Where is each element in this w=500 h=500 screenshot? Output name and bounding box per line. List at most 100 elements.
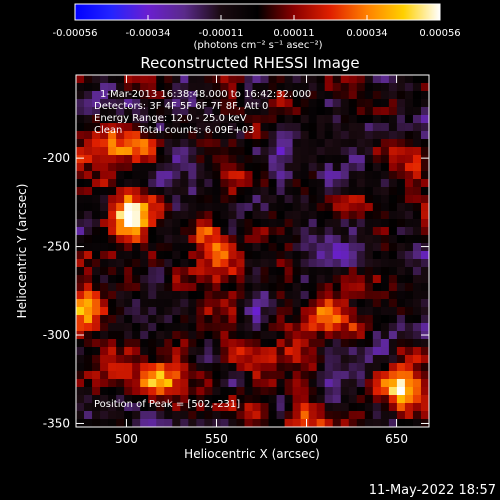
- heatmap-cell: [300, 315, 310, 324]
- heatmap-cell: [84, 139, 93, 148]
- heatmap-cell: [156, 275, 165, 284]
- heatmap-cell: [332, 371, 342, 380]
- heatmap-cell: [420, 323, 429, 332]
- heatmap-cell: [284, 163, 294, 172]
- heatmap-cell: [84, 331, 93, 340]
- heatmap-cell: [204, 155, 213, 164]
- heatmap-cell: [172, 227, 181, 236]
- heatmap-cell: [332, 227, 342, 236]
- heatmap-cell: [388, 363, 398, 372]
- heatmap-cell: [284, 347, 294, 356]
- heatmap-cell: [276, 139, 286, 148]
- heatmap-cell: [84, 243, 93, 252]
- heatmap-cell: [340, 275, 350, 284]
- heatmap-cell: [412, 91, 422, 100]
- heatmap-cell: [396, 115, 406, 124]
- heatmap-cell: [300, 243, 310, 252]
- heatmap-cell: [204, 411, 213, 420]
- heatmap-cell: [196, 147, 205, 156]
- heatmap-cell: [164, 219, 173, 228]
- heatmap-cell: [212, 171, 222, 180]
- heatmap-cell: [316, 259, 326, 268]
- heatmap-cell: [412, 163, 422, 172]
- heatmap-cell: [340, 387, 350, 396]
- heatmap-cell: [92, 75, 101, 84]
- heatmap-cell: [316, 163, 326, 172]
- heatmap-cell: [348, 363, 358, 372]
- heatmap-cell: [84, 259, 93, 268]
- heatmap-cell: [276, 243, 286, 252]
- heatmap-cell: [204, 139, 213, 148]
- heatmap-cell: [116, 179, 125, 188]
- heatmap-cell: [220, 243, 230, 252]
- heatmap-cell: [404, 275, 414, 284]
- heatmap-cell: [148, 275, 157, 284]
- heatmap-cell: [172, 411, 181, 420]
- heatmap-cell: [292, 395, 302, 404]
- heatmap-cell: [140, 203, 149, 212]
- heatmap-cell: [356, 411, 366, 420]
- heatmap-cell: [252, 251, 262, 260]
- heatmap-cell: [164, 171, 173, 180]
- heatmap-cell: [364, 363, 374, 372]
- heatmap-cell: [212, 355, 222, 364]
- annotation-detectors: Detectors: 3F 4F 5F 6F 7F 8F, Att 0: [94, 101, 268, 112]
- heatmap-cell: [380, 363, 390, 372]
- heatmap-cell: [148, 139, 157, 148]
- heatmap-cell: [116, 155, 125, 164]
- heatmap-cell: [140, 379, 149, 388]
- heatmap-cell: [364, 419, 374, 427]
- heatmap-cell: [228, 355, 238, 364]
- heatmap-cell: [180, 355, 189, 364]
- heatmap-cell: [252, 155, 262, 164]
- heatmap-cell: [332, 307, 342, 316]
- heatmap-cell: [324, 323, 334, 332]
- heatmap-cell: [356, 139, 366, 148]
- heatmap-cell: [180, 235, 189, 244]
- heatmap-cell: [108, 83, 117, 92]
- heatmap-cell: [316, 315, 326, 324]
- heatmap-cell: [180, 195, 189, 204]
- heatmap-cell: [284, 147, 294, 156]
- heatmap-cell: [204, 363, 213, 372]
- heatmap-cell: [148, 227, 157, 236]
- heatmap-cell: [140, 275, 149, 284]
- heatmap-cell: [268, 283, 278, 292]
- heatmap-cell: [220, 283, 230, 292]
- heatmap-cell: [212, 267, 222, 276]
- heatmap-cell: [108, 203, 117, 212]
- heatmap-cell: [364, 251, 374, 260]
- heatmap-cell: [412, 147, 422, 156]
- heatmap-cell: [396, 299, 406, 308]
- heatmap-cell: [420, 219, 429, 228]
- heatmap-cell: [380, 195, 390, 204]
- heatmap-cell: [284, 75, 294, 84]
- heatmap-cell: [148, 411, 157, 420]
- heatmap-cell: [348, 219, 358, 228]
- heatmap-cell: [188, 283, 197, 292]
- heatmap-cell: [300, 363, 310, 372]
- heatmap-cell: [276, 211, 286, 220]
- heatmap-cell: [260, 195, 270, 204]
- heatmap-cell: [308, 379, 318, 388]
- heatmap-cell: [220, 355, 230, 364]
- heatmap-cell: [156, 227, 165, 236]
- heatmap-cell: [316, 363, 326, 372]
- heatmap-cell: [220, 219, 230, 228]
- heatmap-cell: [188, 259, 197, 268]
- heatmap-cell: [268, 123, 278, 132]
- heatmap-cell: [340, 227, 350, 236]
- heatmap-cell: [212, 403, 222, 412]
- heatmap-cell: [84, 315, 93, 324]
- heatmap-cell: [348, 251, 358, 260]
- heatmap-cell: [404, 347, 414, 356]
- heatmap-cell: [212, 395, 222, 404]
- heatmap-cell: [84, 75, 93, 84]
- heatmap-cell: [356, 91, 366, 100]
- heatmap-cell: [348, 355, 358, 364]
- heatmap-cell: [396, 91, 406, 100]
- y-axis-label: Heliocentric Y (arcsec): [15, 184, 29, 319]
- heatmap-cell: [260, 131, 270, 140]
- heatmap-cell: [404, 387, 414, 396]
- heatmap-cell: [308, 203, 318, 212]
